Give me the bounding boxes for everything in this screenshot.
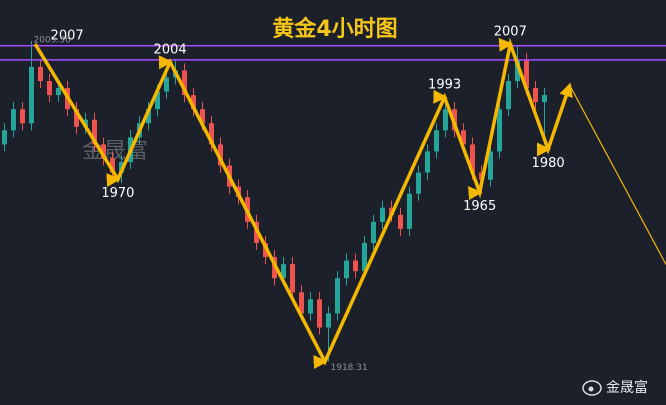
- wave-label: 1980: [532, 156, 565, 171]
- candle-body: [56, 88, 61, 96]
- candle-body: [416, 172, 421, 194]
- candle-body: [317, 299, 322, 328]
- candle-body: [497, 109, 502, 152]
- candle-body: [29, 66, 34, 124]
- candle-body: [74, 109, 79, 127]
- candle-body: [353, 260, 358, 272]
- wave-label: 2007: [494, 25, 527, 40]
- candle-body: [371, 221, 376, 243]
- candle-body: [2, 130, 7, 145]
- candle-body: [398, 214, 403, 229]
- candle-body: [335, 278, 340, 314]
- wave-label: 1965: [463, 199, 496, 214]
- candle-body: [101, 144, 106, 159]
- candle-body: [326, 313, 331, 328]
- candle-body: [344, 260, 349, 279]
- candle-body: [425, 151, 430, 173]
- candle-body: [506, 81, 511, 110]
- candle-body: [533, 88, 538, 103]
- wave-label: 2007: [51, 29, 84, 44]
- candle-body: [308, 299, 313, 314]
- price-label: 1918.31: [331, 363, 368, 373]
- candle-body: [92, 119, 97, 145]
- wave-line: [33, 37, 573, 369]
- chart-title: 黄金4小时图: [272, 16, 397, 42]
- wave-label: 2004: [154, 42, 187, 57]
- candle-body: [434, 130, 439, 152]
- candle-body: [38, 66, 43, 81]
- source-logo: 金晟富: [582, 379, 648, 396]
- source: 金晟富: [606, 379, 648, 396]
- candle-body: [164, 77, 169, 92]
- plot: 2007 1970 2004 1993 1965 2007 1980 2009.36 1918.…: [0, 25, 666, 373]
- projection-line: [569, 84, 666, 265]
- candle-body: [443, 109, 448, 131]
- wave-label: 1993: [428, 78, 461, 93]
- candle-body: [542, 95, 547, 103]
- candle-body: [407, 193, 412, 229]
- candle-body: [20, 109, 25, 124]
- candle-body: [11, 109, 16, 131]
- candle-body: [380, 207, 385, 222]
- candle-body: [290, 264, 295, 293]
- candle-body: [47, 81, 52, 96]
- price-label: 2009.36: [34, 35, 71, 45]
- wave-label: 1970: [101, 186, 134, 201]
